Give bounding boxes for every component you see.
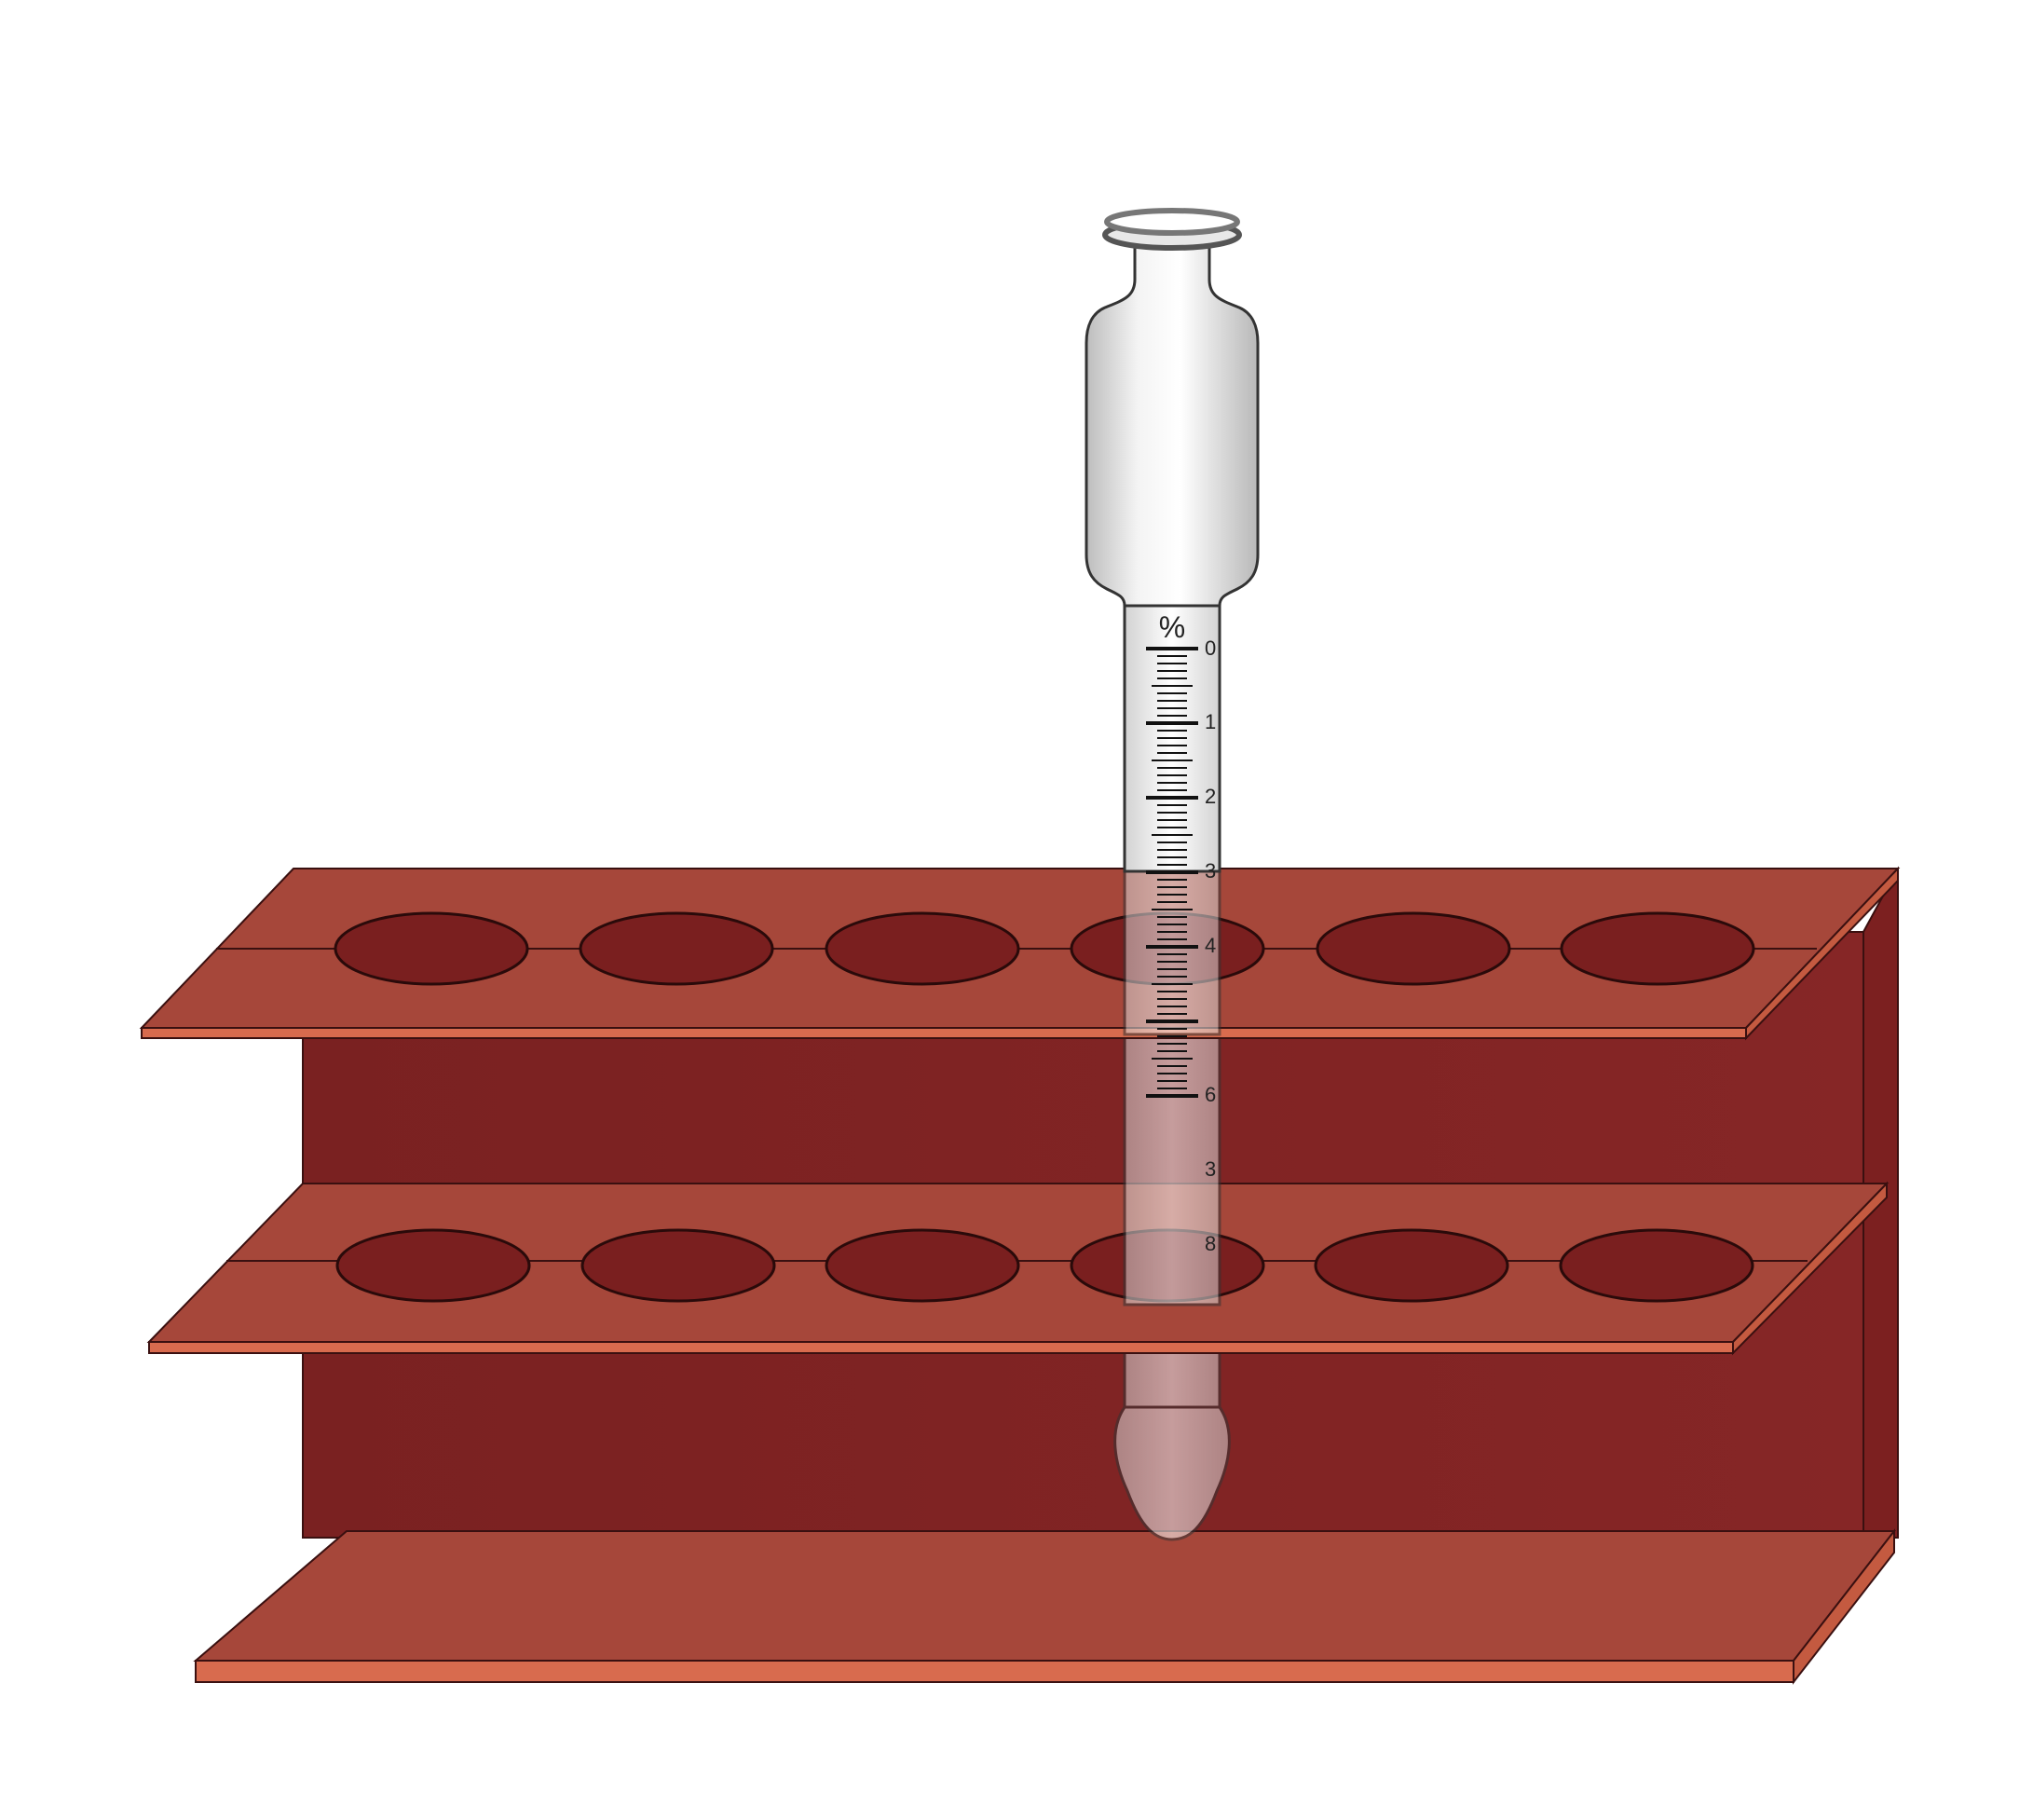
upper-shelf bbox=[139, 866, 1901, 1041]
scale-label-3: 3 bbox=[1205, 859, 1216, 883]
upper-hole-1 bbox=[334, 911, 529, 986]
scale-label-6: 6 bbox=[1205, 1083, 1216, 1106]
scale-label-4: 4 bbox=[1205, 934, 1216, 957]
scale-unit-label: % bbox=[1159, 610, 1185, 644]
butyrometer: % 0 1 2 3 4 6 3 8 bbox=[1085, 208, 1260, 1255]
upper-hole-2 bbox=[579, 911, 774, 986]
upper-hole-6 bbox=[1560, 911, 1755, 986]
lower-hole-1 bbox=[335, 1228, 531, 1303]
scale-label-7: 3 bbox=[1205, 1157, 1216, 1181]
lower-hole-2 bbox=[580, 1228, 776, 1303]
scale-label-2: 2 bbox=[1205, 785, 1216, 808]
upper-shelf-holes bbox=[334, 911, 1755, 986]
butyrometer-bulb bbox=[1085, 240, 1260, 608]
graduation-ticks bbox=[1146, 647, 1198, 1098]
scale-label-1: 1 bbox=[1205, 710, 1216, 733]
upper-hole-5 bbox=[1316, 911, 1511, 986]
lower-hole-6 bbox=[1559, 1228, 1754, 1303]
base-shelf bbox=[193, 1528, 1897, 1685]
butyrometer-middle bbox=[1123, 1033, 1221, 1307]
lower-shelf bbox=[146, 1181, 1890, 1356]
lower-hole-5 bbox=[1314, 1228, 1509, 1303]
scale-label-8: 8 bbox=[1205, 1232, 1216, 1255]
lower-hole-3 bbox=[825, 1228, 1020, 1303]
upper-hole-3 bbox=[825, 911, 1020, 986]
scale-label-0: 0 bbox=[1205, 636, 1216, 660]
